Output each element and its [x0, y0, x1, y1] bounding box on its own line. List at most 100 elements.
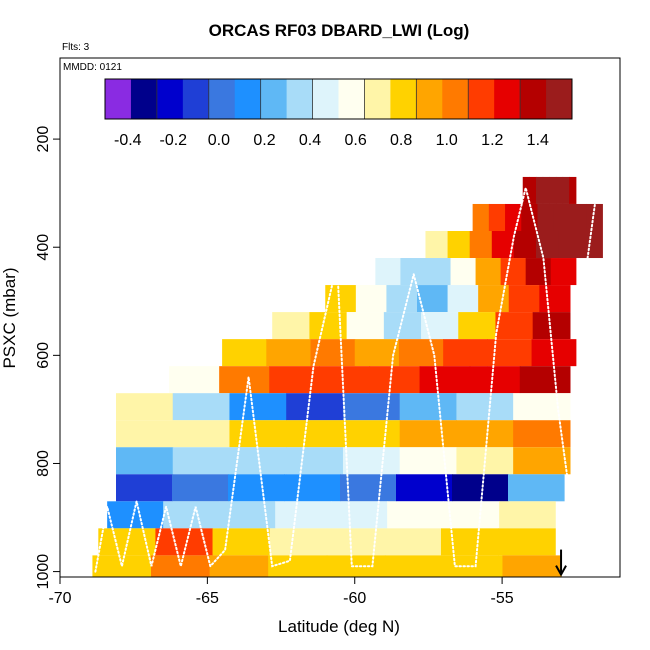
heatmap-cell	[537, 203, 555, 231]
heatmap-cell	[425, 231, 449, 259]
colorbar-swatch	[416, 79, 443, 119]
flights-note: Flts: 3	[62, 42, 90, 53]
heatmap-cell	[346, 312, 385, 340]
heatmap-cell	[508, 285, 540, 313]
y-tick-label: 1000	[35, 554, 52, 590]
colorbar-swatch	[208, 79, 236, 119]
colorbar-tick-label: 0.4	[299, 132, 321, 149]
heatmap-cell	[558, 231, 581, 259]
heatmap-cell	[498, 528, 556, 556]
heatmap-cell	[284, 474, 341, 502]
heatmap-cell	[447, 285, 479, 313]
heatmap-cell	[502, 555, 562, 578]
colorbar-tick-label: 0.2	[253, 132, 275, 149]
colorbar-swatch	[520, 79, 547, 119]
heatmap-cell	[116, 393, 174, 421]
y-tick-label: 200	[35, 126, 52, 153]
y-tick-label: 800	[35, 450, 52, 477]
heatmap-cell	[116, 447, 174, 475]
colorbar-swatch	[546, 79, 573, 119]
heatmap-cell	[443, 501, 500, 529]
heatmap-cell	[529, 176, 537, 204]
heatmap-cell	[387, 501, 444, 529]
colorbar-swatch	[105, 79, 132, 119]
heatmap-cell	[151, 555, 211, 578]
colorbar-tick-label: 0.8	[390, 132, 412, 149]
heatmap-cell	[342, 420, 401, 448]
heatmap-cell	[310, 339, 356, 367]
x-tick-label: -65	[196, 590, 219, 607]
colorbar	[104, 78, 573, 120]
colorbar-swatch	[390, 79, 417, 119]
colorbar-swatch	[182, 79, 210, 119]
chart-title: ORCAS RF03 DBARD_LWI (Log)	[209, 21, 470, 40]
heatmap-cell	[169, 366, 220, 394]
x-axis-label: Latitude (deg N)	[278, 617, 400, 636]
heatmap-cell	[342, 393, 401, 421]
heatmap-cell	[286, 393, 344, 421]
heatmap-cell	[569, 176, 577, 204]
heatmap-cell	[268, 555, 328, 578]
heatmap-cell	[286, 420, 344, 448]
heatmap-cell	[469, 366, 521, 394]
heatmap-cell	[452, 474, 509, 502]
heatmap-cell	[275, 501, 332, 529]
heatmap-cell	[212, 528, 271, 556]
colorbar-ticks: -0.4 -0.2 0.0 0.2 0.4 0.6 0.8 1.0 1.2 1.4	[114, 132, 549, 149]
heatmap-cell	[399, 447, 458, 475]
heatmap-cell	[513, 447, 571, 475]
heatmap-cell	[355, 285, 388, 313]
colorbar-tick-label: 1.0	[436, 132, 458, 149]
heatmap-cell	[172, 447, 231, 475]
heatmap-cell	[116, 420, 174, 448]
colorbar-swatch	[494, 79, 521, 119]
x-tick-label: -60	[343, 590, 366, 607]
flight-track-line	[94, 187, 598, 573]
heatmap-cell	[229, 393, 287, 421]
heatmap-cell	[569, 203, 587, 231]
heatmap-cell	[519, 366, 571, 394]
heatmap-cell	[386, 285, 418, 313]
heatmap-cell	[419, 366, 471, 394]
heatmap-cell	[228, 474, 285, 502]
heatmap-cell	[417, 285, 449, 313]
heatmap-cell	[340, 474, 397, 502]
heatmap-cell	[586, 203, 603, 231]
y-tick-label: 600	[35, 342, 52, 369]
heatmap-cell	[500, 258, 527, 286]
heatmap-cell	[531, 339, 577, 367]
heatmap-cell	[475, 258, 502, 286]
heatmap-cell	[172, 474, 229, 502]
heatmap-cell	[513, 393, 571, 421]
flight-track	[94, 187, 598, 573]
heatmap-cell	[342, 447, 401, 475]
x-axis: -70 -65 -60 -55	[48, 577, 514, 607]
colorbar-tick-label: 1.4	[527, 132, 549, 149]
heatmap-cell	[458, 312, 497, 340]
colorbar-swatch	[338, 79, 365, 119]
heatmap-cell	[491, 231, 515, 259]
heatmap-cell	[550, 258, 577, 286]
heatmap-cell	[580, 231, 603, 259]
colorbar-swatch	[312, 79, 339, 119]
colorbar-tick-label: 1.2	[481, 132, 503, 149]
x-tick-label: -70	[48, 590, 71, 607]
heatmap-cell	[525, 258, 552, 286]
heatmap-cell	[398, 339, 444, 367]
heatmap-cell	[319, 366, 371, 394]
heatmap-cell	[172, 420, 231, 448]
heatmap-cell	[450, 258, 477, 286]
heatmap-cell	[513, 231, 537, 259]
heatmap-cell	[116, 474, 173, 502]
colorbar-tick-label: -0.4	[114, 132, 142, 149]
colorbar-tick-label: 0.0	[208, 132, 230, 149]
heatmap-cell	[478, 285, 510, 313]
heatmap-cell	[369, 366, 421, 394]
heatmap-cell	[440, 528, 499, 556]
heatmap-cell	[396, 474, 453, 502]
colorbar-tick-label: 0.6	[344, 132, 366, 149]
position-marker	[555, 549, 567, 577]
heatmap-cell	[472, 203, 490, 231]
